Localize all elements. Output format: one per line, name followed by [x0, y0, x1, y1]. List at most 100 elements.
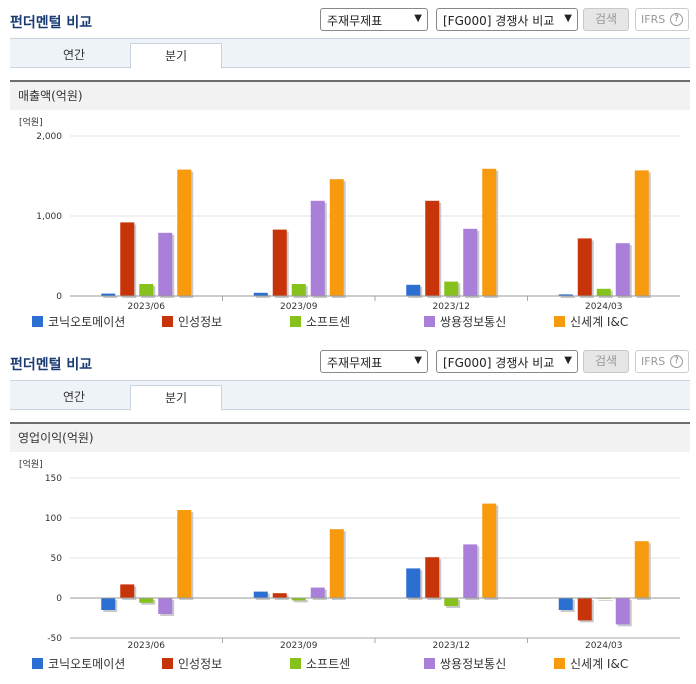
- help-icon: ?: [670, 355, 683, 368]
- chevron-down-icon: ▼: [414, 13, 422, 24]
- y-tick-label: -50: [47, 634, 62, 644]
- unit-label: [억원]: [19, 458, 43, 470]
- bar: [310, 587, 325, 598]
- bar: [615, 243, 630, 296]
- search-button[interactable]: 검색: [583, 350, 629, 373]
- legend-label: 신세계 I&C: [570, 315, 629, 329]
- tab-annual[interactable]: 연간: [62, 390, 86, 404]
- panel-title: 펀더멘털 비교: [10, 357, 93, 373]
- statement-select-value: 주재무제표: [327, 356, 383, 370]
- statement-select-value: 주재무제표: [327, 14, 383, 28]
- tab-quarterly[interactable]: 분기: [130, 385, 222, 411]
- x-tick-label: 2023/12: [433, 302, 470, 312]
- legend-swatch: [290, 658, 301, 669]
- section-label-revenue: 매출액(억원): [10, 80, 690, 110]
- x-tick-label: 2023/09: [280, 302, 318, 312]
- bar: [101, 598, 116, 610]
- legend-label: 소프트센: [306, 315, 351, 329]
- bar: [291, 284, 306, 296]
- bar: [596, 288, 611, 296]
- bar: [406, 568, 421, 598]
- panel-title: 펀더멘털 비교: [10, 15, 93, 31]
- legend-label: 인성정보: [178, 315, 223, 329]
- legend-item: 소프트센: [290, 655, 350, 672]
- legend-item: 인성정보: [162, 655, 222, 672]
- x-tick-label: 2023/09: [280, 641, 318, 650]
- legend-swatch: [32, 658, 43, 669]
- bar: [463, 544, 478, 598]
- panel-header: 펀더멘털 비교 주재무제표 ▼ [FG000] 경쟁사 비교 ▼ 검색 IFRS?: [0, 342, 696, 380]
- x-tick-label: 2023/12: [433, 641, 470, 650]
- statement-select[interactable]: 주재무제표 ▼: [320, 8, 428, 31]
- legend-item: 코닉오토메이션: [32, 313, 125, 330]
- bar-shadow: [103, 295, 118, 298]
- bar: [406, 284, 421, 296]
- legend-swatch: [424, 658, 435, 669]
- bar: [177, 169, 192, 296]
- legend-swatch: [554, 316, 565, 327]
- ifrs-help-button[interactable]: IFRS?: [635, 8, 689, 31]
- compare-select-value: [FG000] 경쟁사 비교: [443, 356, 555, 370]
- bar: [253, 292, 268, 296]
- bar: [577, 598, 592, 621]
- bar: [425, 200, 440, 296]
- legend-item: 신세계 I&C: [554, 655, 628, 672]
- bar-shadow: [598, 600, 613, 601]
- bar: [329, 529, 344, 598]
- revenue-legend: 코닉오토메이션 인성정보 소프트센 쌍용정보통신 신세계 I&C: [32, 313, 652, 329]
- operating-profit-legend: 코닉오토메이션 인성정보 소프트센 쌍용정보통신 신세계 I&C: [32, 655, 652, 671]
- legend-item: 소프트센: [290, 313, 350, 330]
- bar: [291, 598, 306, 601]
- bar: [177, 510, 192, 598]
- bar: [558, 294, 573, 296]
- operating-profit-chart: [억원] -50 0 50 100 150 2023/06 2023/09 2023/12 202…: [19, 458, 680, 650]
- bar: [482, 168, 497, 296]
- bar: [253, 591, 268, 598]
- panel-revenue: 펀더멘털 비교 주재무제표 ▼ [FG000] 경쟁사 비교 ▼ 검색 IFRS? …: [0, 0, 696, 69]
- bar: [615, 598, 630, 625]
- compare-select-value: [FG000] 경쟁사 비교: [443, 14, 555, 28]
- compare-select[interactable]: [FG000] 경쟁사 비교 ▼: [436, 350, 578, 373]
- legend-item: 쌍용정보통신: [424, 313, 506, 330]
- search-button[interactable]: 검색: [583, 8, 629, 31]
- y-tick-label: 0: [56, 594, 62, 604]
- statement-select[interactable]: 주재무제표 ▼: [320, 350, 428, 373]
- bar: [139, 598, 154, 603]
- unit-label: [억원]: [19, 116, 43, 128]
- legend-item: 코닉오토메이션: [32, 655, 125, 672]
- bar: [139, 284, 154, 296]
- tab-annual[interactable]: 연간: [62, 48, 86, 62]
- x-tick-label: 2024/03: [585, 302, 622, 312]
- x-tick-label: 2024/03: [585, 641, 622, 650]
- bar: [272, 593, 287, 598]
- y-tick-label: 2,000: [36, 132, 62, 142]
- tab-quarterly[interactable]: 분기: [130, 43, 222, 69]
- bar: [101, 293, 116, 296]
- y-tick-label: 50: [51, 554, 63, 564]
- legend-item: 쌍용정보통신: [424, 655, 506, 672]
- legend-label: 신세계 I&C: [570, 657, 629, 671]
- bar: [577, 238, 592, 296]
- legend-swatch: [424, 316, 435, 327]
- bar: [158, 232, 173, 296]
- y-tick-label: 1,000: [36, 212, 62, 222]
- bar: [158, 598, 173, 614]
- compare-select[interactable]: [FG000] 경쟁사 비교 ▼: [436, 8, 578, 31]
- legend-swatch: [162, 658, 173, 669]
- chevron-down-icon: ▼: [564, 13, 572, 24]
- section-label-operating-profit: 영업이익(억원): [10, 422, 690, 452]
- chevron-down-icon: ▼: [414, 355, 422, 366]
- ifrs-help-button[interactable]: IFRS?: [635, 350, 689, 373]
- x-tick-label: 2023/06: [128, 641, 166, 650]
- help-icon: ?: [670, 13, 683, 26]
- bar-shadow: [560, 296, 575, 298]
- bar: [482, 503, 497, 598]
- legend-item: 인성정보: [162, 313, 222, 330]
- bar: [634, 170, 649, 296]
- y-tick-label: 150: [45, 474, 62, 484]
- chevron-down-icon: ▼: [564, 355, 572, 366]
- bar: [120, 584, 135, 598]
- legend-swatch: [554, 658, 565, 669]
- bar: [120, 222, 135, 296]
- legend-label: 소프트센: [306, 657, 351, 671]
